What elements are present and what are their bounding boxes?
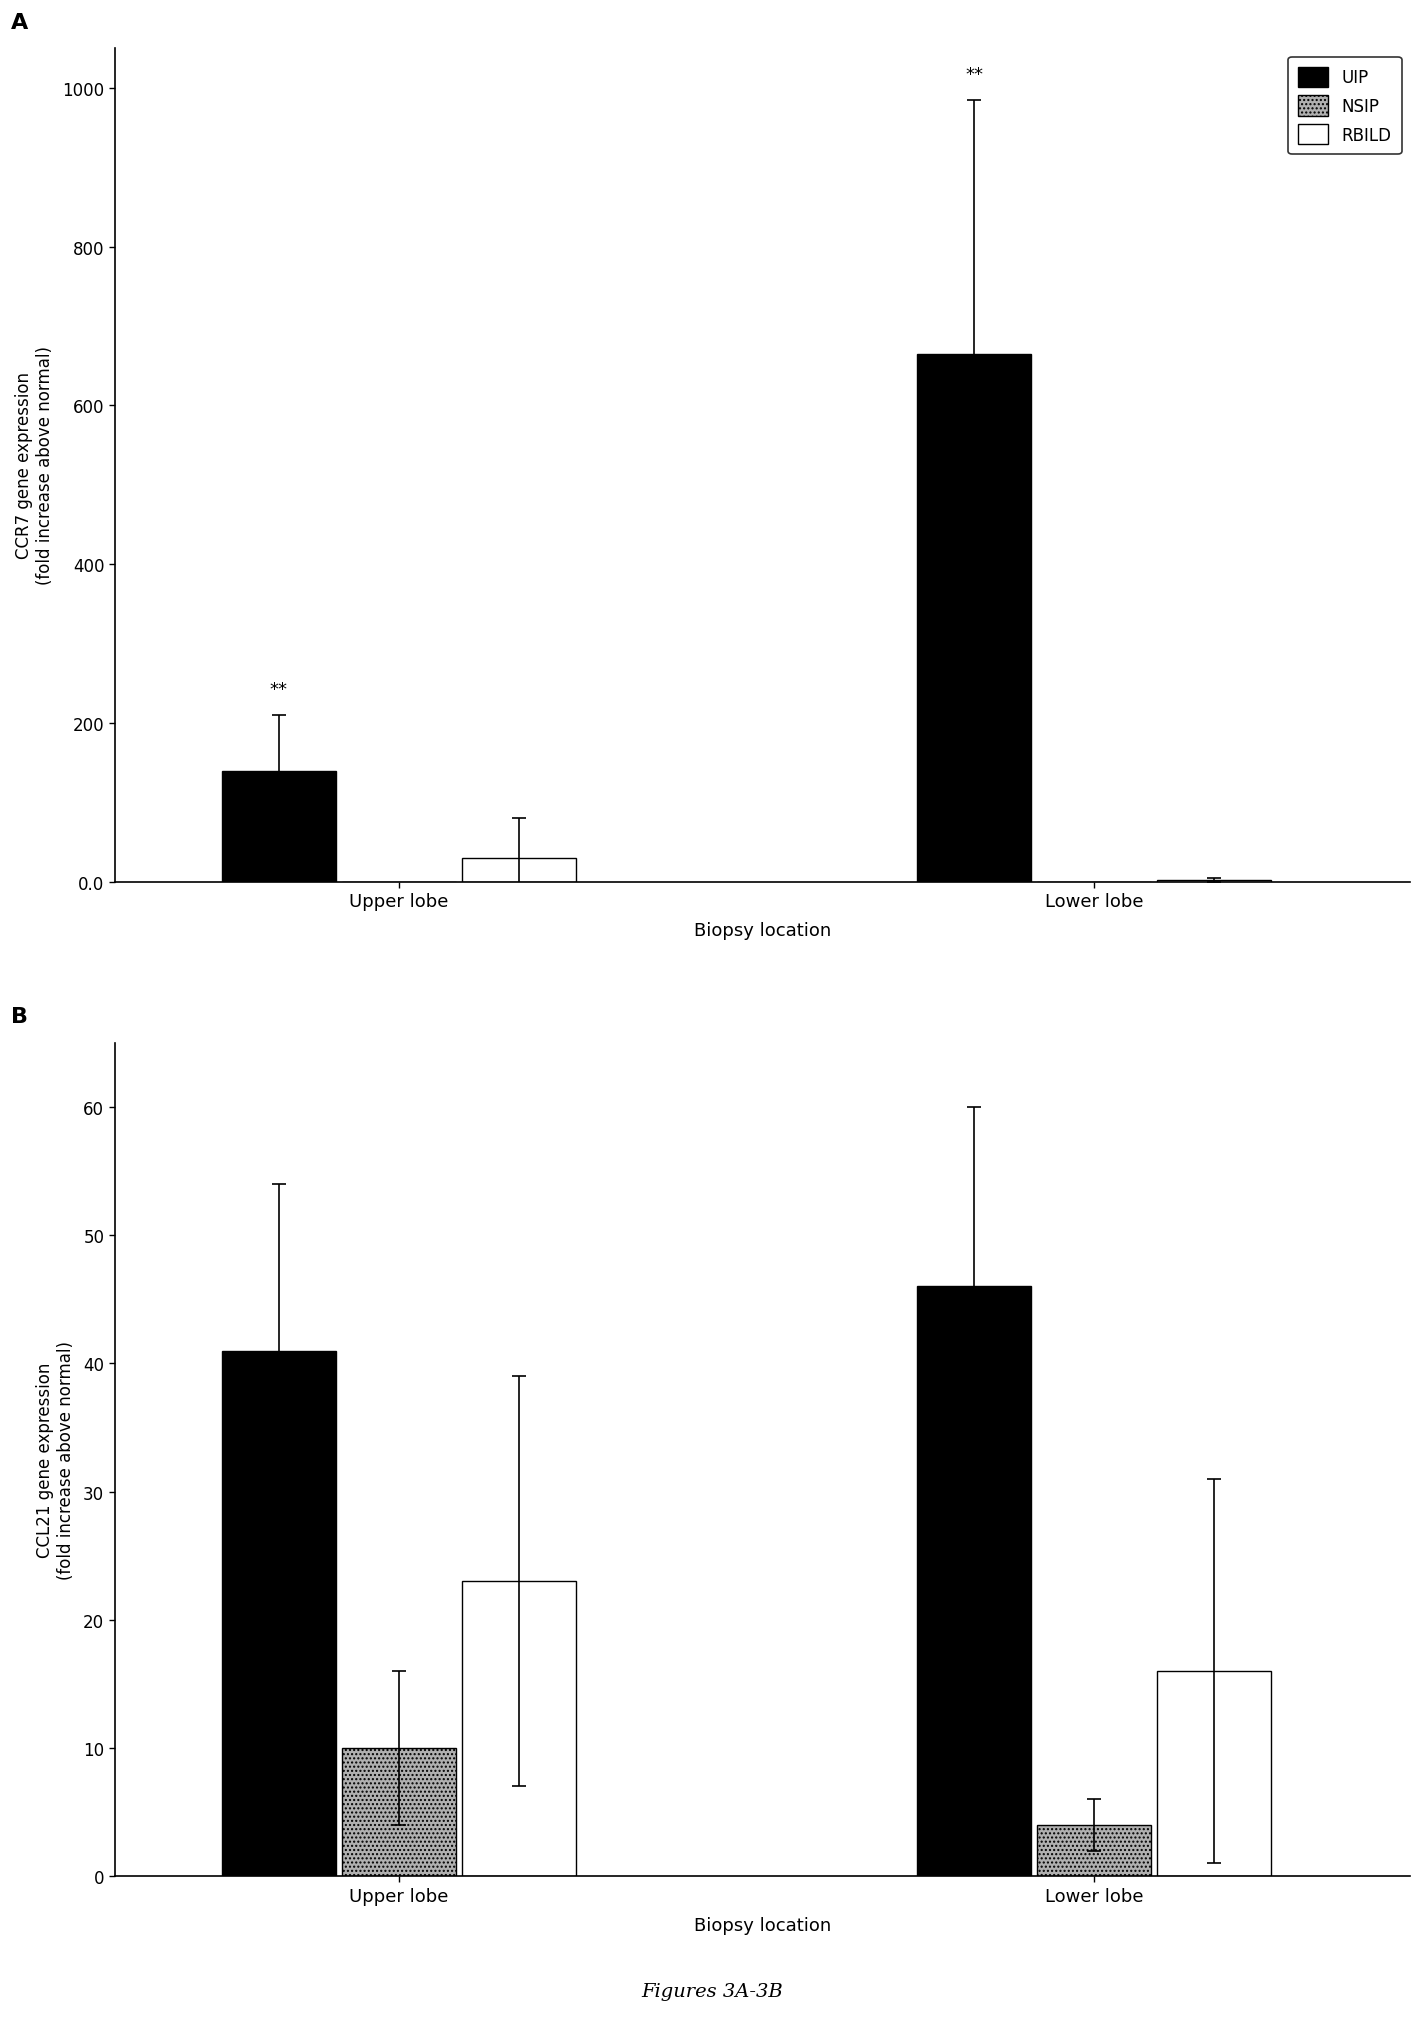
Bar: [918, 1287, 1030, 1876]
Bar: [1157, 1671, 1271, 1876]
Bar: [222, 771, 336, 883]
Bar: [342, 1748, 456, 1876]
Legend: UIP, NSIP, RBILD: UIP, NSIP, RBILD: [1288, 57, 1402, 154]
X-axis label: Biopsy location: Biopsy location: [694, 922, 831, 940]
Bar: [918, 355, 1030, 883]
Bar: [222, 1350, 336, 1876]
X-axis label: Biopsy location: Biopsy location: [694, 1916, 831, 1935]
Text: **: **: [269, 680, 288, 698]
Y-axis label: CCL21 gene expression
(fold increase above normal): CCL21 gene expression (fold increase abo…: [36, 1340, 74, 1579]
Bar: [1037, 1825, 1151, 1876]
Text: **: **: [965, 67, 983, 83]
Text: Figures 3A-3B: Figures 3A-3B: [641, 1981, 784, 2000]
Y-axis label: CCR7 gene expression
(fold increase above normal): CCR7 gene expression (fold increase abov…: [16, 347, 54, 585]
Bar: [462, 859, 576, 883]
Text: B: B: [11, 1007, 28, 1027]
Bar: [462, 1581, 576, 1876]
Text: A: A: [11, 12, 28, 32]
